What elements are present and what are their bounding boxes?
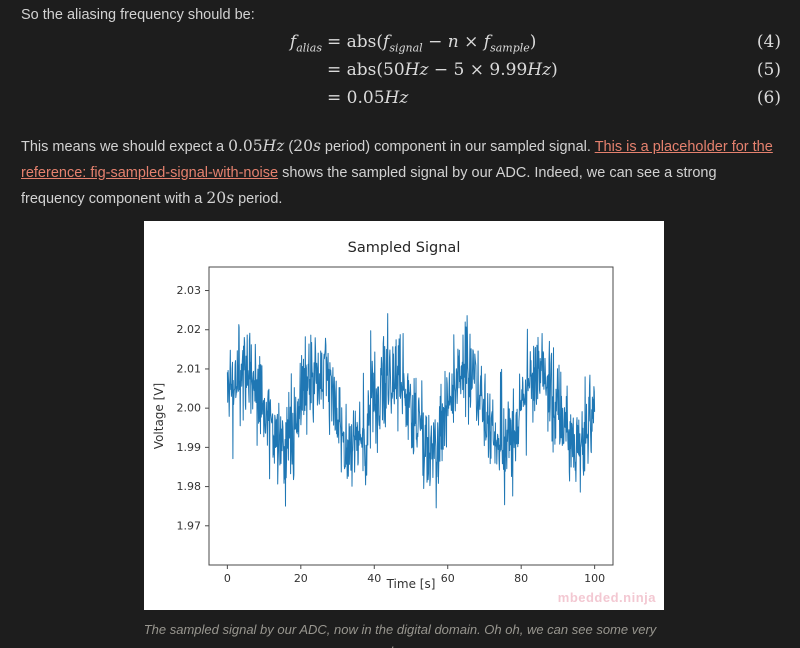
equation-lhs [0,84,322,112]
equation-lhs: falias [289,32,322,55]
y-tick-label: 2.01 [177,362,202,375]
x-tick-label: 20 [294,572,308,585]
x-tick-label: 0 [224,572,231,585]
equation-row: = 0.05Hz (6) [0,84,800,112]
reference-link[interactable]: This is a placeholder for the reference:… [21,139,773,181]
paragraph-text: period) component in our sampled signal. [320,139,595,155]
equation-block: falias = abs(fsignal − n × fsample) (4) = a… [0,28,800,112]
paragraph-text: shows the sampled signal by our ADC. Ind… [21,164,717,208]
equation-row: = abs(50Hz − 5 × 9.99Hz) (5) [0,56,800,84]
figure-caption: The sampled signal by our ADC, now in th… [138,619,662,648]
equation-number: (4) [756,32,781,52]
equation-number: (5) [756,60,781,80]
x-tick-label: 80 [514,572,528,585]
y-tick-label: 2.02 [177,323,202,336]
equation-rhs: = abs(50Hz − 5 × 9.99Hz) [327,60,558,80]
equation-rhs: = 0.05Hz [327,88,409,108]
sampled-signal-chart: 0 20 40 60 80 100 1.97 1.98 1.99 2.00 2.01 2.02 2.03 [177,266,614,585]
equation-number: (6) [756,88,781,108]
y-tick-label: 2.00 [177,402,202,415]
paragraph-text: This means we should expect a [21,139,229,155]
paragraph-text: ( [284,139,294,155]
axes-box [208,266,614,566]
y-tick-label: 1.98 [177,480,202,493]
chart-title: Sampled Signal [347,240,461,256]
y-tick-label: 1.99 [177,441,202,454]
caption-line-1: The sampled signal by our ADC, now in th… [143,622,657,648]
intro-text: So the aliasing frequency should be: [21,7,255,23]
x-tick-label: 100 [584,572,605,585]
watermark: mbedded.ninja [557,590,656,605]
y-tick-label: 1.97 [177,519,202,532]
equation-rhs: = abs(fsignal − n × fsample) [327,32,537,55]
inline-math: 20s [206,189,235,207]
equation-row: falias = abs(fsignal − n × fsample) (4) [0,28,800,56]
equation-lhs [0,56,322,84]
paragraph-text: period. [234,191,283,207]
inline-math: 0.05Hz [228,137,285,155]
x-tick-label: 40 [367,572,381,585]
signal-line [226,313,596,509]
x-tick-label: 60 [441,572,455,585]
inline-math: 20s [293,137,321,155]
paragraph: This means we should expect a 0.05Hz (20… [21,134,779,213]
figure: Sampled Signal Voltage [V] Time [s] 0 20 4… [144,221,664,610]
y-tick-label: 2.03 [177,284,202,297]
x-axis-label: Time [s] [386,577,436,591]
